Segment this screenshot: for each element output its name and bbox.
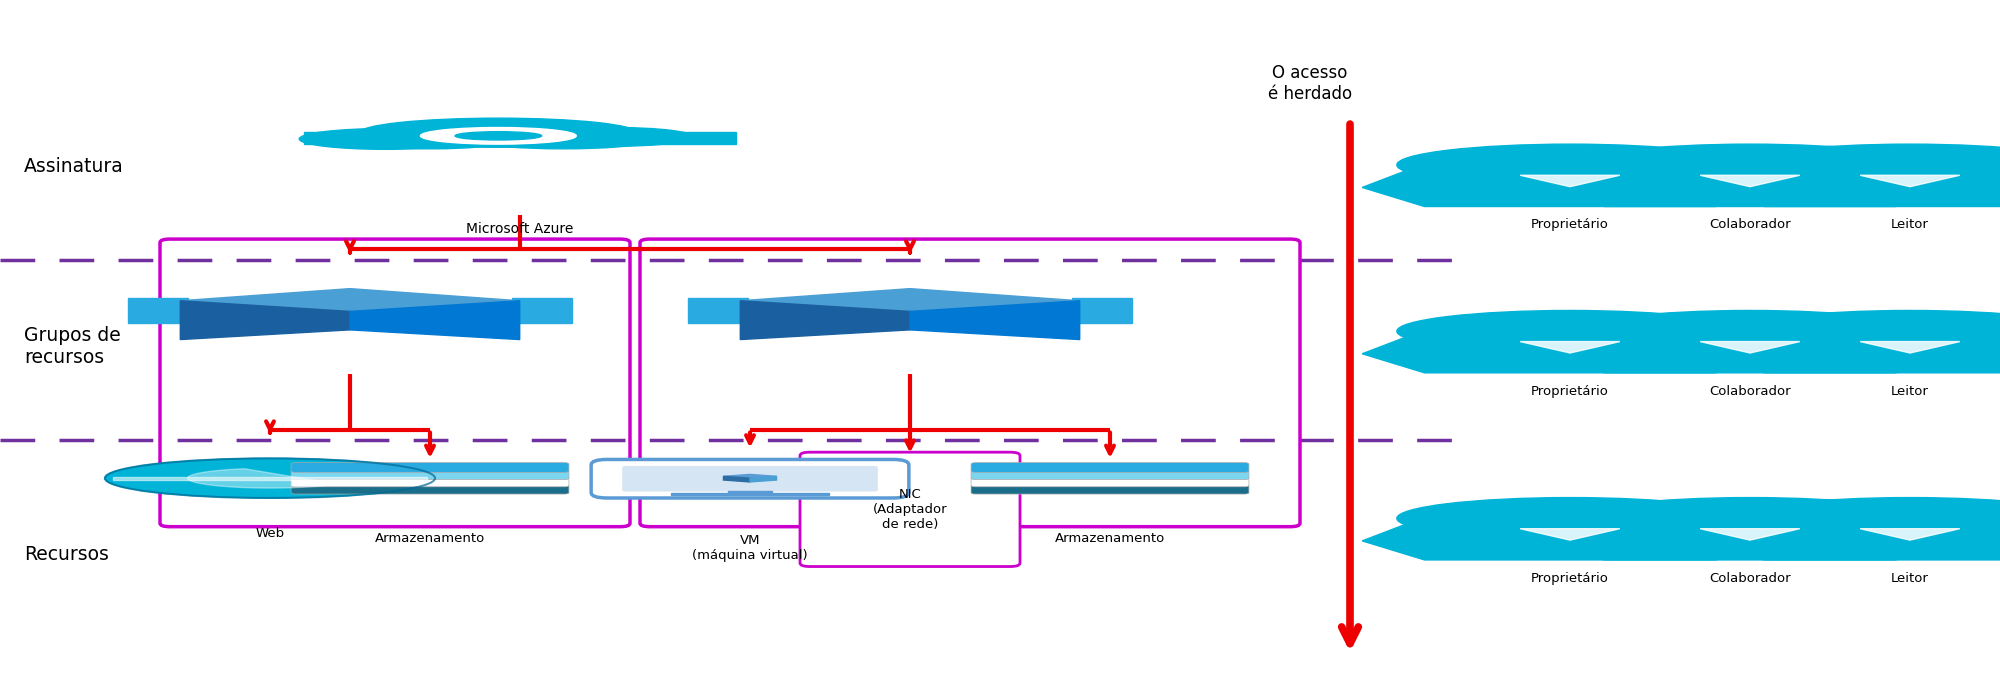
Ellipse shape [456, 132, 542, 140]
Ellipse shape [1576, 310, 1924, 352]
Polygon shape [188, 468, 336, 488]
Ellipse shape [1576, 498, 1924, 539]
Polygon shape [1860, 342, 1960, 353]
Text: Microsoft Azure: Microsoft Azure [466, 222, 574, 236]
Polygon shape [1700, 342, 1800, 353]
Ellipse shape [1736, 144, 2000, 186]
Polygon shape [910, 301, 1080, 340]
Polygon shape [350, 301, 520, 340]
Text: VM
(máquina virtual): VM (máquina virtual) [692, 534, 808, 561]
Polygon shape [1860, 175, 1960, 186]
Text: Grupos de
recursos: Grupos de recursos [24, 326, 120, 367]
Ellipse shape [368, 135, 498, 149]
Text: NIC
(Adaptador
de rede): NIC (Adaptador de rede) [872, 488, 948, 531]
Text: Colaborador: Colaborador [1710, 572, 1790, 585]
Ellipse shape [104, 458, 436, 498]
FancyBboxPatch shape [292, 477, 568, 486]
Text: Colaborador: Colaborador [1710, 218, 1790, 231]
Polygon shape [750, 476, 776, 482]
Polygon shape [1702, 522, 2000, 560]
Text: Armazenamento: Armazenamento [1054, 532, 1166, 545]
Polygon shape [128, 298, 220, 322]
Polygon shape [688, 298, 780, 322]
Text: Leitor: Leitor [1892, 218, 1928, 231]
FancyBboxPatch shape [592, 459, 908, 498]
Ellipse shape [300, 129, 472, 150]
Polygon shape [1542, 335, 1958, 373]
Text: Colaborador: Colaborador [1710, 385, 1790, 398]
FancyBboxPatch shape [800, 452, 1020, 567]
Ellipse shape [538, 128, 694, 146]
Bar [304, 132, 736, 143]
Ellipse shape [1396, 498, 1744, 539]
Text: Web: Web [256, 527, 284, 540]
Polygon shape [1702, 168, 2000, 207]
Polygon shape [1520, 175, 1620, 186]
FancyBboxPatch shape [972, 477, 1248, 486]
Polygon shape [1520, 529, 1620, 540]
Ellipse shape [1396, 310, 1744, 352]
Ellipse shape [1736, 498, 2000, 539]
FancyBboxPatch shape [622, 466, 878, 491]
Text: Proprietário: Proprietário [1532, 218, 1608, 231]
Polygon shape [480, 298, 572, 322]
Polygon shape [1040, 298, 1132, 322]
Text: Leitor: Leitor [1892, 572, 1928, 585]
Polygon shape [1520, 342, 1620, 353]
Polygon shape [1542, 522, 1958, 560]
Bar [728, 491, 772, 493]
Polygon shape [740, 301, 910, 340]
Ellipse shape [360, 119, 636, 148]
Text: Assinatura: Assinatura [24, 157, 124, 176]
Text: Recursos: Recursos [24, 545, 108, 564]
Bar [114, 477, 426, 480]
FancyBboxPatch shape [972, 463, 1248, 473]
Ellipse shape [1396, 144, 1744, 186]
Polygon shape [1362, 335, 1778, 373]
Polygon shape [1700, 175, 1800, 186]
Polygon shape [1700, 529, 1800, 540]
Polygon shape [1702, 335, 2000, 373]
Polygon shape [1860, 529, 1960, 540]
Bar [670, 493, 830, 495]
Polygon shape [1362, 522, 1778, 560]
FancyBboxPatch shape [292, 463, 568, 473]
Polygon shape [740, 288, 1080, 311]
FancyBboxPatch shape [292, 470, 568, 480]
Polygon shape [1542, 168, 1958, 207]
Ellipse shape [1576, 144, 1924, 186]
Text: Proprietário: Proprietário [1532, 385, 1608, 398]
FancyBboxPatch shape [972, 484, 1248, 494]
Ellipse shape [420, 128, 576, 144]
FancyBboxPatch shape [972, 470, 1248, 480]
Text: O acesso
é herdado: O acesso é herdado [1268, 64, 1352, 103]
Polygon shape [180, 301, 350, 340]
Ellipse shape [486, 135, 642, 149]
Polygon shape [180, 288, 520, 311]
Polygon shape [724, 476, 750, 482]
Text: Armazenamento: Armazenamento [374, 532, 486, 545]
FancyBboxPatch shape [292, 484, 568, 494]
Text: Leitor: Leitor [1892, 385, 1928, 398]
Polygon shape [1362, 168, 1778, 207]
Polygon shape [724, 475, 776, 478]
Ellipse shape [1736, 310, 2000, 352]
Text: Proprietário: Proprietário [1532, 572, 1608, 585]
